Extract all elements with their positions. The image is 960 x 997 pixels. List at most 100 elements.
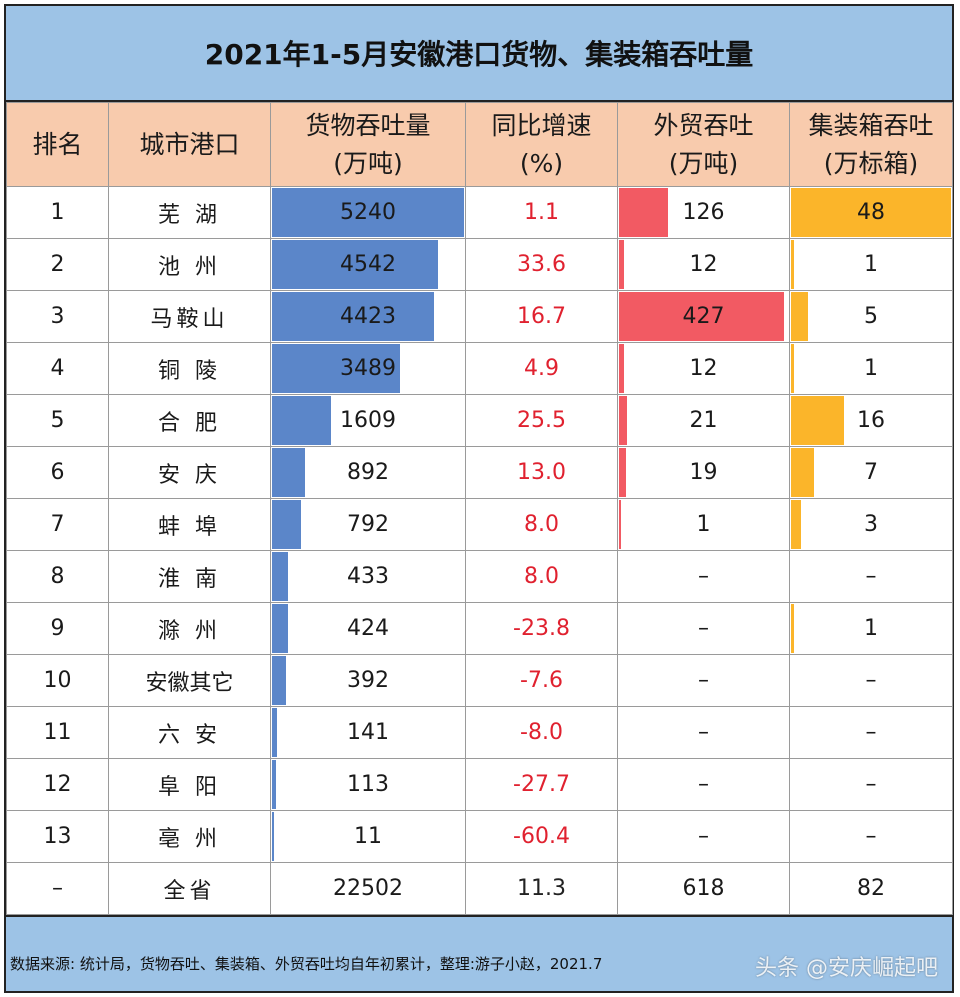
city-cell: 池 州 [108, 238, 271, 291]
table-row: 8 淮 南 433 8.0 – – [6, 550, 953, 603]
container-value: – [865, 824, 877, 849]
rank-cell: 2 [6, 238, 109, 291]
footer: 数据来源: 统计局，货物吞吐、集装箱、外贸吞吐均自年初累计，整理:游子小赵，20… [6, 915, 952, 991]
city-name: 合 肥 [158, 410, 221, 436]
growth-value: -60.4 [513, 824, 570, 849]
cargo-bar [272, 656, 286, 705]
cargo-bar [272, 604, 288, 653]
foreign-trade-cell: – [617, 706, 790, 759]
container-cell: 3 [789, 498, 953, 551]
growth-cell: -8.0 [465, 706, 618, 759]
container-bar [791, 344, 794, 393]
cargo-value: 392 [347, 668, 389, 693]
rank-cell: – [6, 862, 109, 915]
city-cell: 六 安 [108, 706, 271, 759]
foreign-trade-cell: 19 [617, 446, 790, 499]
cargo-cell: 3489 [270, 342, 466, 395]
growth-cell: 8.0 [465, 498, 618, 551]
foreign-trade-cell: – [617, 758, 790, 811]
cargo-bar [272, 240, 438, 289]
foreign-trade-bar [619, 344, 624, 393]
rank-cell: 12 [6, 758, 109, 811]
city-name: 蚌 埠 [158, 514, 221, 540]
foreign-trade-cell: – [617, 602, 790, 655]
rank-cell: 13 [6, 810, 109, 863]
foreign-trade-cell: – [617, 654, 790, 707]
cargo-cell: 11 [270, 810, 466, 863]
header-growth: 同比增速 (%) [465, 102, 618, 187]
rank-value: 11 [43, 720, 72, 745]
cargo-value: 4423 [340, 304, 396, 329]
container-value: 48 [857, 200, 885, 225]
cargo-value: 11 [354, 824, 382, 849]
container-cell: 5 [789, 290, 953, 343]
foreign-trade-value: – [698, 720, 709, 745]
city-cell: 淮 南 [108, 550, 271, 603]
city-cell: 亳 州 [108, 810, 271, 863]
container-cell: 1 [789, 238, 953, 291]
total-rank-value: – [52, 876, 63, 901]
growth-value: 1.1 [524, 200, 559, 225]
container-value: 3 [864, 512, 878, 537]
cargo-bar [272, 396, 331, 445]
cargo-bar [272, 448, 305, 497]
foreign-trade-value: – [698, 772, 709, 797]
foreign-trade-cell: 1 [617, 498, 790, 551]
page-title: 2021年1-5月安徽港口货物、集装箱吞吐量 [6, 6, 952, 102]
city-cell: 合 肥 [108, 394, 271, 447]
rank-cell: 4 [6, 342, 109, 395]
cargo-value: 792 [347, 512, 389, 537]
container-value: 16 [857, 408, 885, 433]
container-cell: 16 [789, 394, 953, 447]
container-cell: 1 [789, 342, 953, 395]
city-name: 阜 阳 [158, 774, 221, 800]
total-foreign-value: 618 [682, 876, 725, 901]
city-name: 淮 南 [158, 566, 221, 592]
growth-cell: -7.6 [465, 654, 618, 707]
header-foreign-trade: 外贸吞吐 (万吨) [617, 102, 790, 187]
foreign-trade-value: 12 [689, 356, 718, 381]
container-bar [791, 188, 951, 237]
cargo-bar [272, 760, 276, 809]
cargo-value: 5240 [340, 200, 396, 225]
rank-value: 3 [50, 304, 65, 329]
growth-cell: -27.7 [465, 758, 618, 811]
container-value: – [865, 720, 877, 745]
cargo-value: 1609 [340, 408, 396, 433]
growth-value: 33.6 [517, 252, 566, 277]
rank-cell: 5 [6, 394, 109, 447]
source-note: 数据来源: 统计局，货物吞吐、集装箱、外贸吞吐均自年初累计，整理:游子小赵，20… [10, 955, 603, 973]
cargo-cell: 22502 [270, 862, 466, 915]
rank-value: 8 [50, 564, 65, 589]
foreign-trade-cell: 427 [617, 290, 790, 343]
cargo-bar [272, 812, 274, 861]
cargo-bar [272, 344, 400, 393]
foreign-trade-value: – [698, 824, 709, 849]
growth-cell: -60.4 [465, 810, 618, 863]
cargo-value: 3489 [340, 356, 396, 381]
header-cargo: 货物吞吐量 (万吨) [270, 102, 466, 187]
city-cell: 马鞍山 [108, 290, 271, 343]
rank-cell: 7 [6, 498, 109, 551]
watermark: 头条 @安庆崛起吧 [755, 956, 938, 981]
city-name: 安 庆 [158, 462, 221, 488]
foreign-trade-value: 126 [682, 200, 725, 225]
table-row: 4 铜 陵 3489 4.9 12 1 [6, 342, 953, 395]
city-name: 马鞍山 [150, 306, 229, 332]
total-container-value: 82 [857, 876, 885, 901]
city-cell: 安徽其它 [108, 654, 271, 707]
container-value: 5 [864, 304, 878, 329]
total-city-value: 全省 [163, 878, 216, 904]
container-bar [791, 292, 808, 341]
cargo-value: 433 [347, 564, 389, 589]
foreign-trade-cell: 126 [617, 186, 790, 239]
city-cell: 阜 阳 [108, 758, 271, 811]
container-value: 7 [864, 460, 878, 485]
table-row: 3 马鞍山 4423 16.7 427 5 [6, 290, 953, 343]
cargo-value: 892 [347, 460, 389, 485]
rank-cell: 11 [6, 706, 109, 759]
container-bar [791, 500, 801, 549]
container-value: 1 [864, 616, 878, 641]
foreign-trade-cell: 12 [617, 238, 790, 291]
growth-cell: 11.3 [465, 862, 618, 915]
